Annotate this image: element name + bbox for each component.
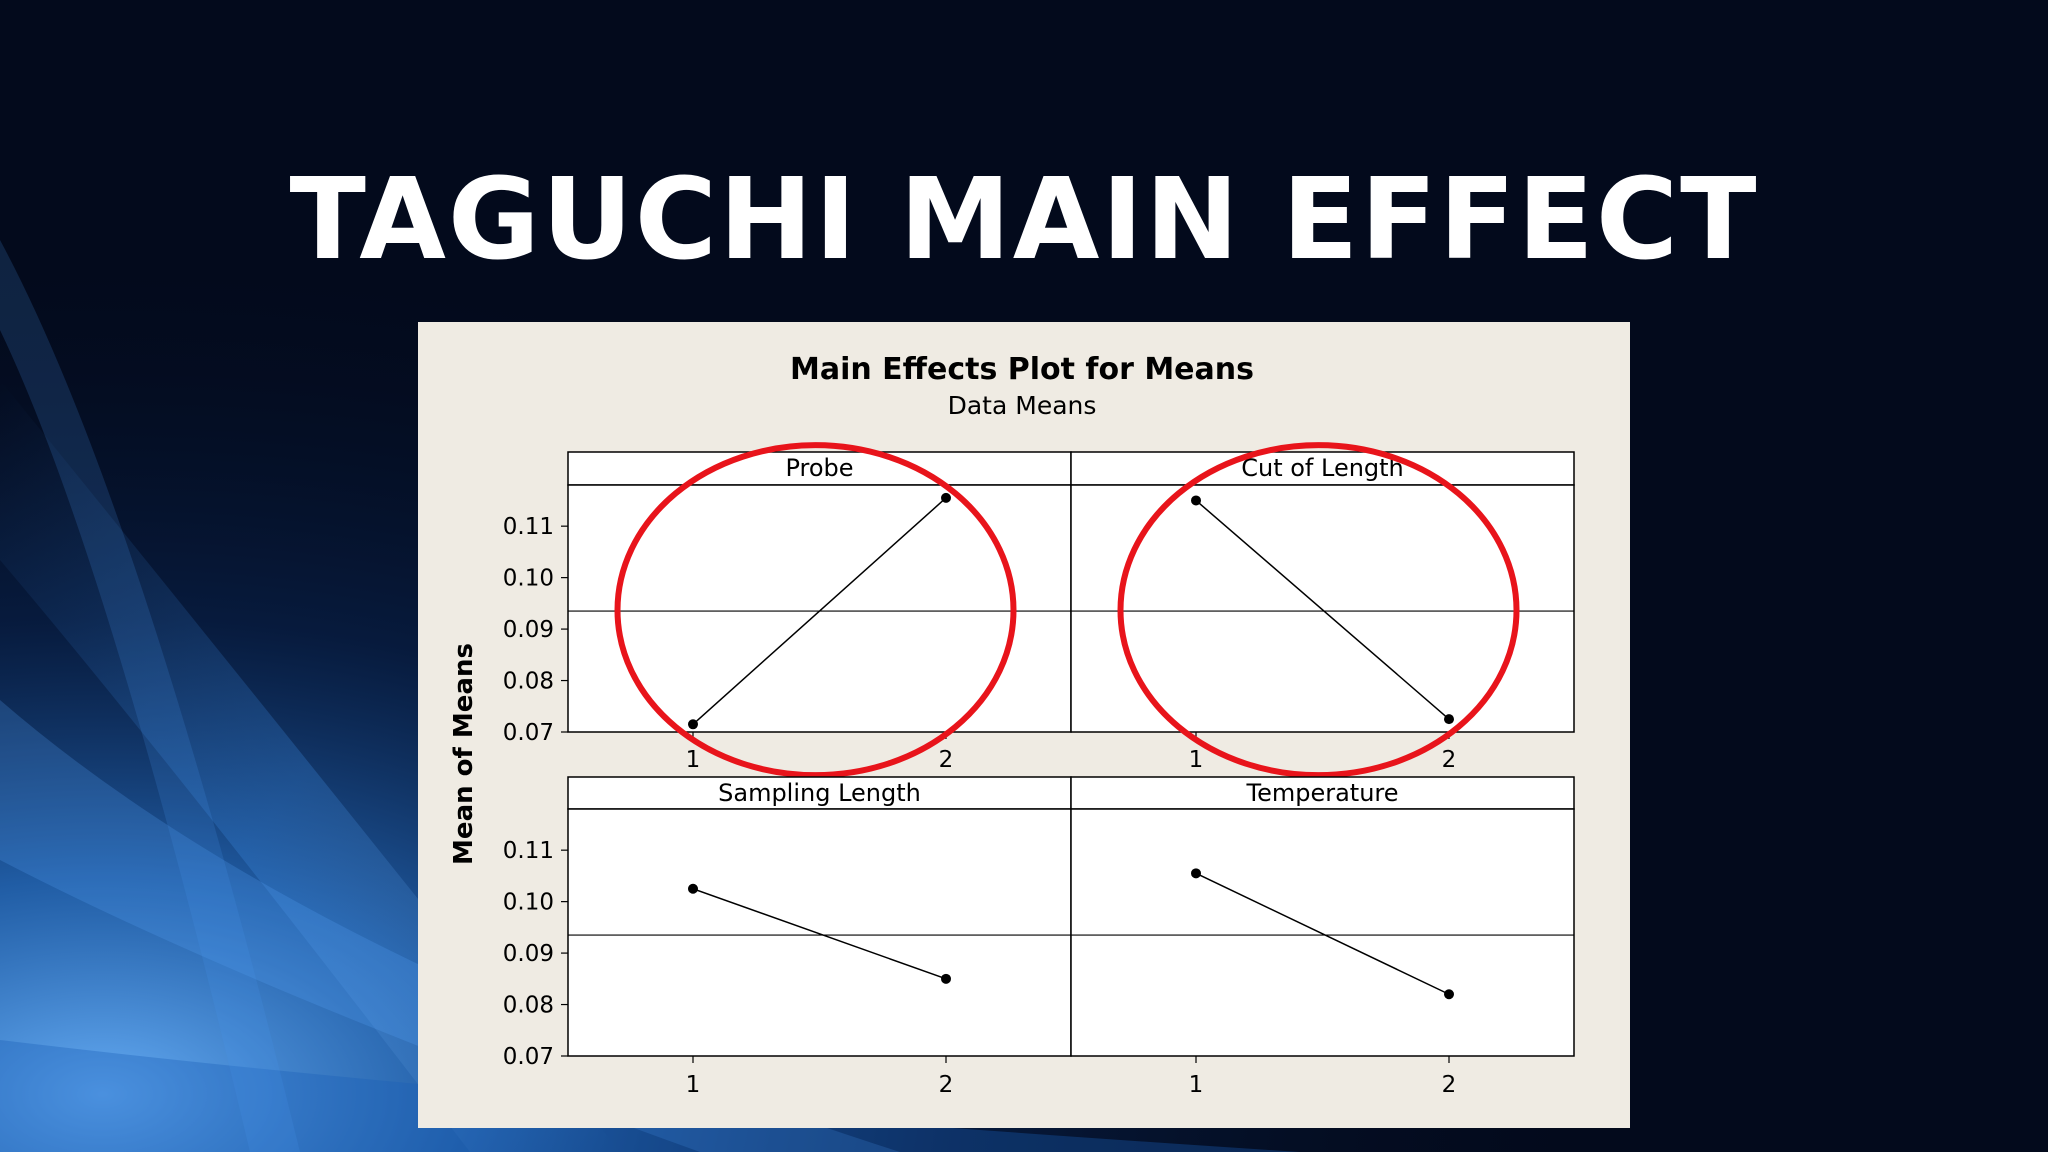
y-tick-label: 0.09 bbox=[503, 617, 554, 643]
x-tick-label: 2 bbox=[1442, 1072, 1457, 1098]
panel-temperature: Temperature 1 2 bbox=[1070, 776, 1575, 1098]
panel-sampling-length: Sampling Length 1 2 0.07 0.08 0.09 0.10 0.11 bbox=[503, 776, 1072, 1098]
x-tick-label: 1 bbox=[686, 1072, 701, 1098]
chart-panels: Probe 1 2 0.07 0.08 0.09 0.10 0.11 Cut of Length… bbox=[503, 442, 1575, 1098]
main-effects-chart: Main Effects Plot for Means Data Means M… bbox=[418, 322, 1630, 1128]
series-line bbox=[1195, 872, 1450, 995]
chart-subtitle: Data Means bbox=[948, 391, 1097, 420]
x-tick-label: 1 bbox=[686, 747, 701, 773]
panel-label: Temperature bbox=[1245, 779, 1398, 807]
panel-plot-area bbox=[1070, 808, 1575, 1057]
data-point bbox=[1444, 989, 1454, 1000]
chart-title: Main Effects Plot for Means bbox=[790, 352, 1254, 387]
slide-title: TAGUCHI MAIN EFFECT bbox=[289, 155, 1759, 285]
highlight-circle bbox=[614, 442, 1017, 779]
data-point bbox=[941, 492, 951, 503]
panel-label: Cut of Length bbox=[1241, 454, 1404, 482]
data-point bbox=[688, 719, 698, 730]
highlight-circle bbox=[1117, 442, 1520, 779]
data-point bbox=[941, 973, 951, 984]
y-tick-label: 0.07 bbox=[503, 1044, 554, 1070]
y-tick-label: 0.07 bbox=[503, 720, 554, 746]
data-point bbox=[1444, 714, 1454, 725]
series-line bbox=[692, 888, 947, 980]
chart-canvas: Main Effects Plot for Means Data Means M… bbox=[449, 352, 1575, 1098]
y-tick-label: 0.11 bbox=[503, 838, 554, 864]
panel-header bbox=[1070, 776, 1575, 810]
panel-label: Sampling Length bbox=[718, 779, 921, 807]
panel-cut-of-length: Cut of Length 1 2 bbox=[1070, 442, 1575, 779]
x-tick-label: 2 bbox=[939, 747, 954, 773]
x-tick-label: 2 bbox=[939, 1072, 954, 1098]
panel-header bbox=[1070, 451, 1575, 486]
y-tick-label: 0.10 bbox=[503, 890, 554, 916]
y-tick-label: 0.10 bbox=[503, 566, 554, 592]
y-tick-label: 0.08 bbox=[503, 993, 554, 1019]
x-tick-label: 1 bbox=[1189, 1072, 1204, 1098]
data-point bbox=[688, 883, 698, 894]
y-tick-label: 0.09 bbox=[503, 941, 554, 967]
x-tick-label: 2 bbox=[1442, 747, 1457, 773]
panel-label: Probe bbox=[785, 454, 853, 482]
panel-plot-area bbox=[567, 808, 1072, 1057]
data-point bbox=[1191, 868, 1201, 879]
data-point bbox=[1191, 495, 1201, 506]
y-axis-title: Mean of Means bbox=[449, 643, 479, 865]
panel-probe: Probe 1 2 0.07 0.08 0.09 0.10 0.11 bbox=[503, 442, 1072, 779]
y-tick-label: 0.11 bbox=[503, 514, 554, 540]
series-line bbox=[692, 497, 947, 725]
x-tick-label: 1 bbox=[1189, 747, 1204, 773]
y-tick-label: 0.08 bbox=[503, 669, 554, 695]
series-line bbox=[1195, 499, 1450, 720]
